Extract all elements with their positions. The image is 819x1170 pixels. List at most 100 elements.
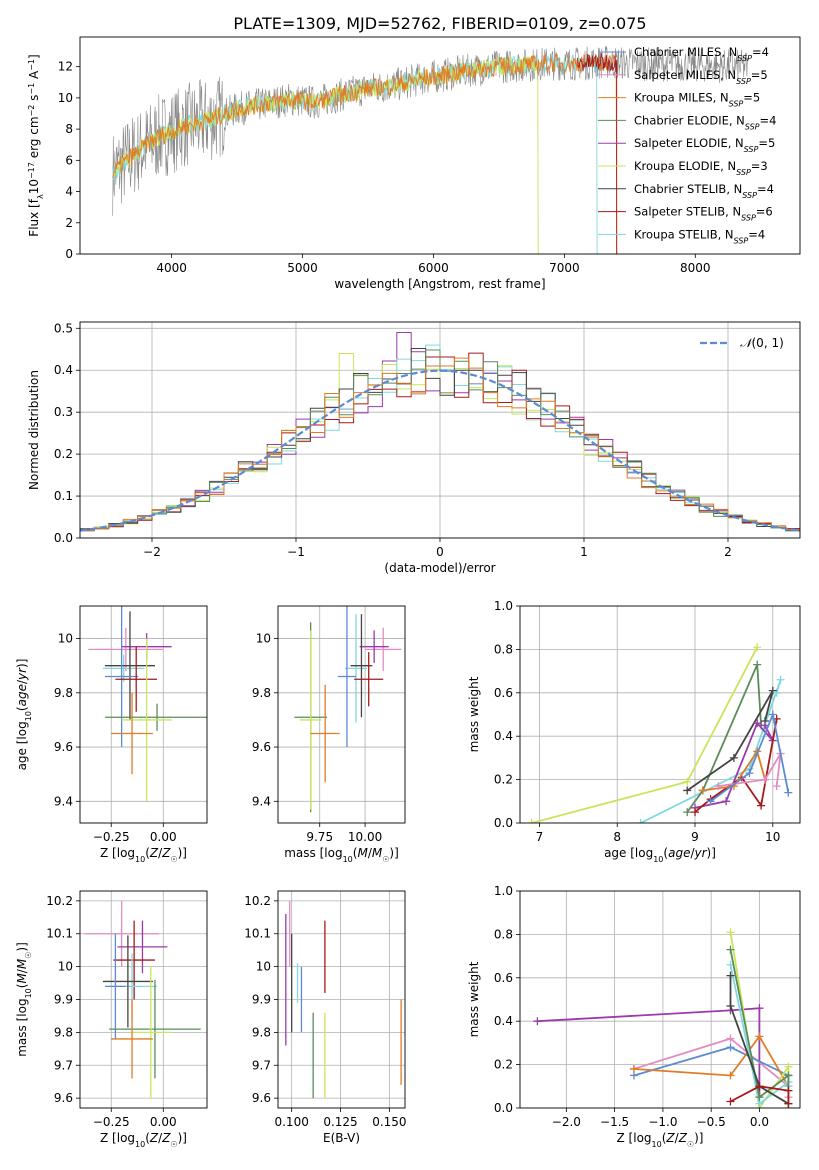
weight-point-marker xyxy=(698,786,707,795)
x-axis-label: Z [log10(Z/Z☉)] xyxy=(100,1131,187,1149)
weight-point-marker xyxy=(768,686,777,695)
figure-title: PLATE=1309, MJD=52762, FIBERID=0109, z=0… xyxy=(233,14,646,33)
legend-entry: Chabrier STELIB, NSSP=4 xyxy=(634,182,774,200)
x-tick-label: 5000 xyxy=(287,261,318,275)
axes-mass_vs_Z: −0.25 0.00 9.6 9.7 9.8 9.9 10 10.1 10.2 Z [log10(… xyxy=(15,890,208,1149)
weight-point-marker xyxy=(527,819,536,823)
weight-series-line xyxy=(633,1034,790,1087)
weight-series-line xyxy=(686,690,774,792)
weight-point-marker xyxy=(714,782,723,791)
y-tick-label: 0.4 xyxy=(494,1014,513,1028)
y-tick-label: 9.6 xyxy=(54,1091,73,1105)
plot-area xyxy=(80,891,207,1108)
y-axis-label: age [log10(age/yr)] xyxy=(15,659,33,771)
weight-point-marker xyxy=(726,1071,735,1080)
y-tick-label: 0.4 xyxy=(494,729,513,743)
legend-entry: Kroupa ELODIE, NSSP=3 xyxy=(634,159,768,177)
x-tick-label: 0.125 xyxy=(323,1115,357,1129)
legend-entry: Salpeter STELIB, NSSP=6 xyxy=(634,205,773,223)
legend-entry: Chabrier ELODIE, NSSP=4 xyxy=(634,113,776,130)
weight-point-marker xyxy=(726,1034,735,1043)
weight-point-marker xyxy=(755,1082,764,1091)
weight-point-marker xyxy=(753,660,762,669)
axes-frame xyxy=(277,605,406,824)
y-tick-label: 0.6 xyxy=(494,686,513,700)
weight-point-marker xyxy=(683,786,692,795)
x-tick-label: −0.25 xyxy=(93,1115,130,1129)
weight-point-marker xyxy=(755,1004,764,1013)
axes-frame xyxy=(277,890,406,1109)
legend-entry: Salpeter ELODIE, NSSP=5 xyxy=(634,136,775,154)
x-tick-label: 0.00 xyxy=(150,1115,177,1129)
legend-entry: 𝒩(0, 1) xyxy=(740,336,784,350)
spectrum-model-line xyxy=(112,53,618,254)
y-tick-label: 9.8 xyxy=(54,1025,73,1039)
weight-series-line xyxy=(537,1007,761,1098)
weight-point-marker xyxy=(636,819,645,823)
weight-point-marker xyxy=(726,1043,735,1052)
weight-point-marker xyxy=(755,1093,764,1102)
weight-series-line xyxy=(729,975,789,1105)
y-tick-label: 10 xyxy=(58,960,73,974)
plot-area xyxy=(278,891,405,1108)
y-tick-label: 10 xyxy=(58,91,73,105)
x-tick-label: 10 xyxy=(765,830,780,844)
axes-mass_vs_ebv: 0.100 0.125 0.150 9.6 9.7 9.8 9.9 10 10.1 10.2 E(B… xyxy=(244,890,407,1145)
x-tick-label: 7000 xyxy=(549,261,580,275)
weight-point-marker xyxy=(755,1032,764,1041)
weight-point-marker xyxy=(722,797,731,806)
x-axis-label: Z [log10(Z/Z☉)] xyxy=(100,846,187,864)
y-tick-label: 10.2 xyxy=(46,894,73,908)
x-tick-label: 0.150 xyxy=(372,1115,406,1129)
axes-frame xyxy=(79,890,208,1109)
axes-frame xyxy=(519,605,801,824)
y-tick-label: 6 xyxy=(65,153,73,167)
axes-residuals: −2 −1 0 1 2 0.0 0.1 0.2 0.3 0.4 0.5 𝒩(0, 1) (data-mo… xyxy=(27,321,801,575)
weight-series-line xyxy=(729,949,790,1099)
weight-point-marker xyxy=(683,777,692,786)
y-tick-label: 10 xyxy=(58,632,73,646)
x-axis-label: age [log10(age/yr)] xyxy=(604,846,716,864)
axes-weight_vs_age: 7 8 9 10 0.0 0.2 0.4 0.6 0.8 1.0 age [log10(age/yr… xyxy=(467,599,801,864)
x-tick-label: −1.0 xyxy=(648,1115,677,1129)
y-tick-label: 0.5 xyxy=(54,321,73,335)
x-tick-label: 0.100 xyxy=(274,1115,308,1129)
legend-entry: Salpeter MILES, NSSP=5 xyxy=(634,68,768,86)
plot-area xyxy=(520,606,800,823)
y-tick-label: 12 xyxy=(58,60,73,74)
weight-point-marker xyxy=(784,1071,793,1080)
y-tick-label: 0.2 xyxy=(494,1058,513,1072)
x-tick-label: 2 xyxy=(724,545,732,559)
x-tick-label: 6000 xyxy=(418,261,449,275)
x-tick-label: −2 xyxy=(143,545,161,559)
x-axis-label: E(B-V) xyxy=(323,1131,360,1145)
x-tick-label: 0.0 xyxy=(750,1115,769,1129)
x-tick-label: −0.5 xyxy=(697,1115,726,1129)
weight-point-marker xyxy=(726,945,735,954)
weight-point-marker xyxy=(533,1017,542,1026)
weight-series-line xyxy=(718,753,782,787)
x-tick-label: −0.25 xyxy=(93,830,130,844)
weight-point-marker xyxy=(753,719,762,728)
normal-curve xyxy=(80,369,800,532)
y-tick-label: 0.2 xyxy=(54,447,73,461)
plot-area xyxy=(520,891,800,1108)
y-tick-label: 0.2 xyxy=(494,773,513,787)
y-tick-label: 0.1 xyxy=(54,489,73,503)
weight-point-marker xyxy=(761,775,769,784)
axes-frame xyxy=(519,890,801,1109)
weight-point-marker xyxy=(683,808,692,817)
x-tick-label: 10.00 xyxy=(348,830,382,844)
weight-series-line xyxy=(730,1085,790,1104)
weight-point-marker xyxy=(729,753,738,762)
x-axis-label: (data-model)/error xyxy=(384,561,495,575)
weight-point-marker xyxy=(784,788,793,797)
weight-point-marker xyxy=(784,1086,793,1095)
axes-age_vs_Z: −0.25 0.00 9.4 9.6 9.8 10 Z [log10(Z/Z☉)] age [… xyxy=(15,605,208,864)
weight-point-marker xyxy=(629,1064,638,1073)
x-tick-label: 0.00 xyxy=(150,830,177,844)
x-tick-label: −1.5 xyxy=(600,1115,629,1129)
weight-series-line xyxy=(694,718,778,813)
